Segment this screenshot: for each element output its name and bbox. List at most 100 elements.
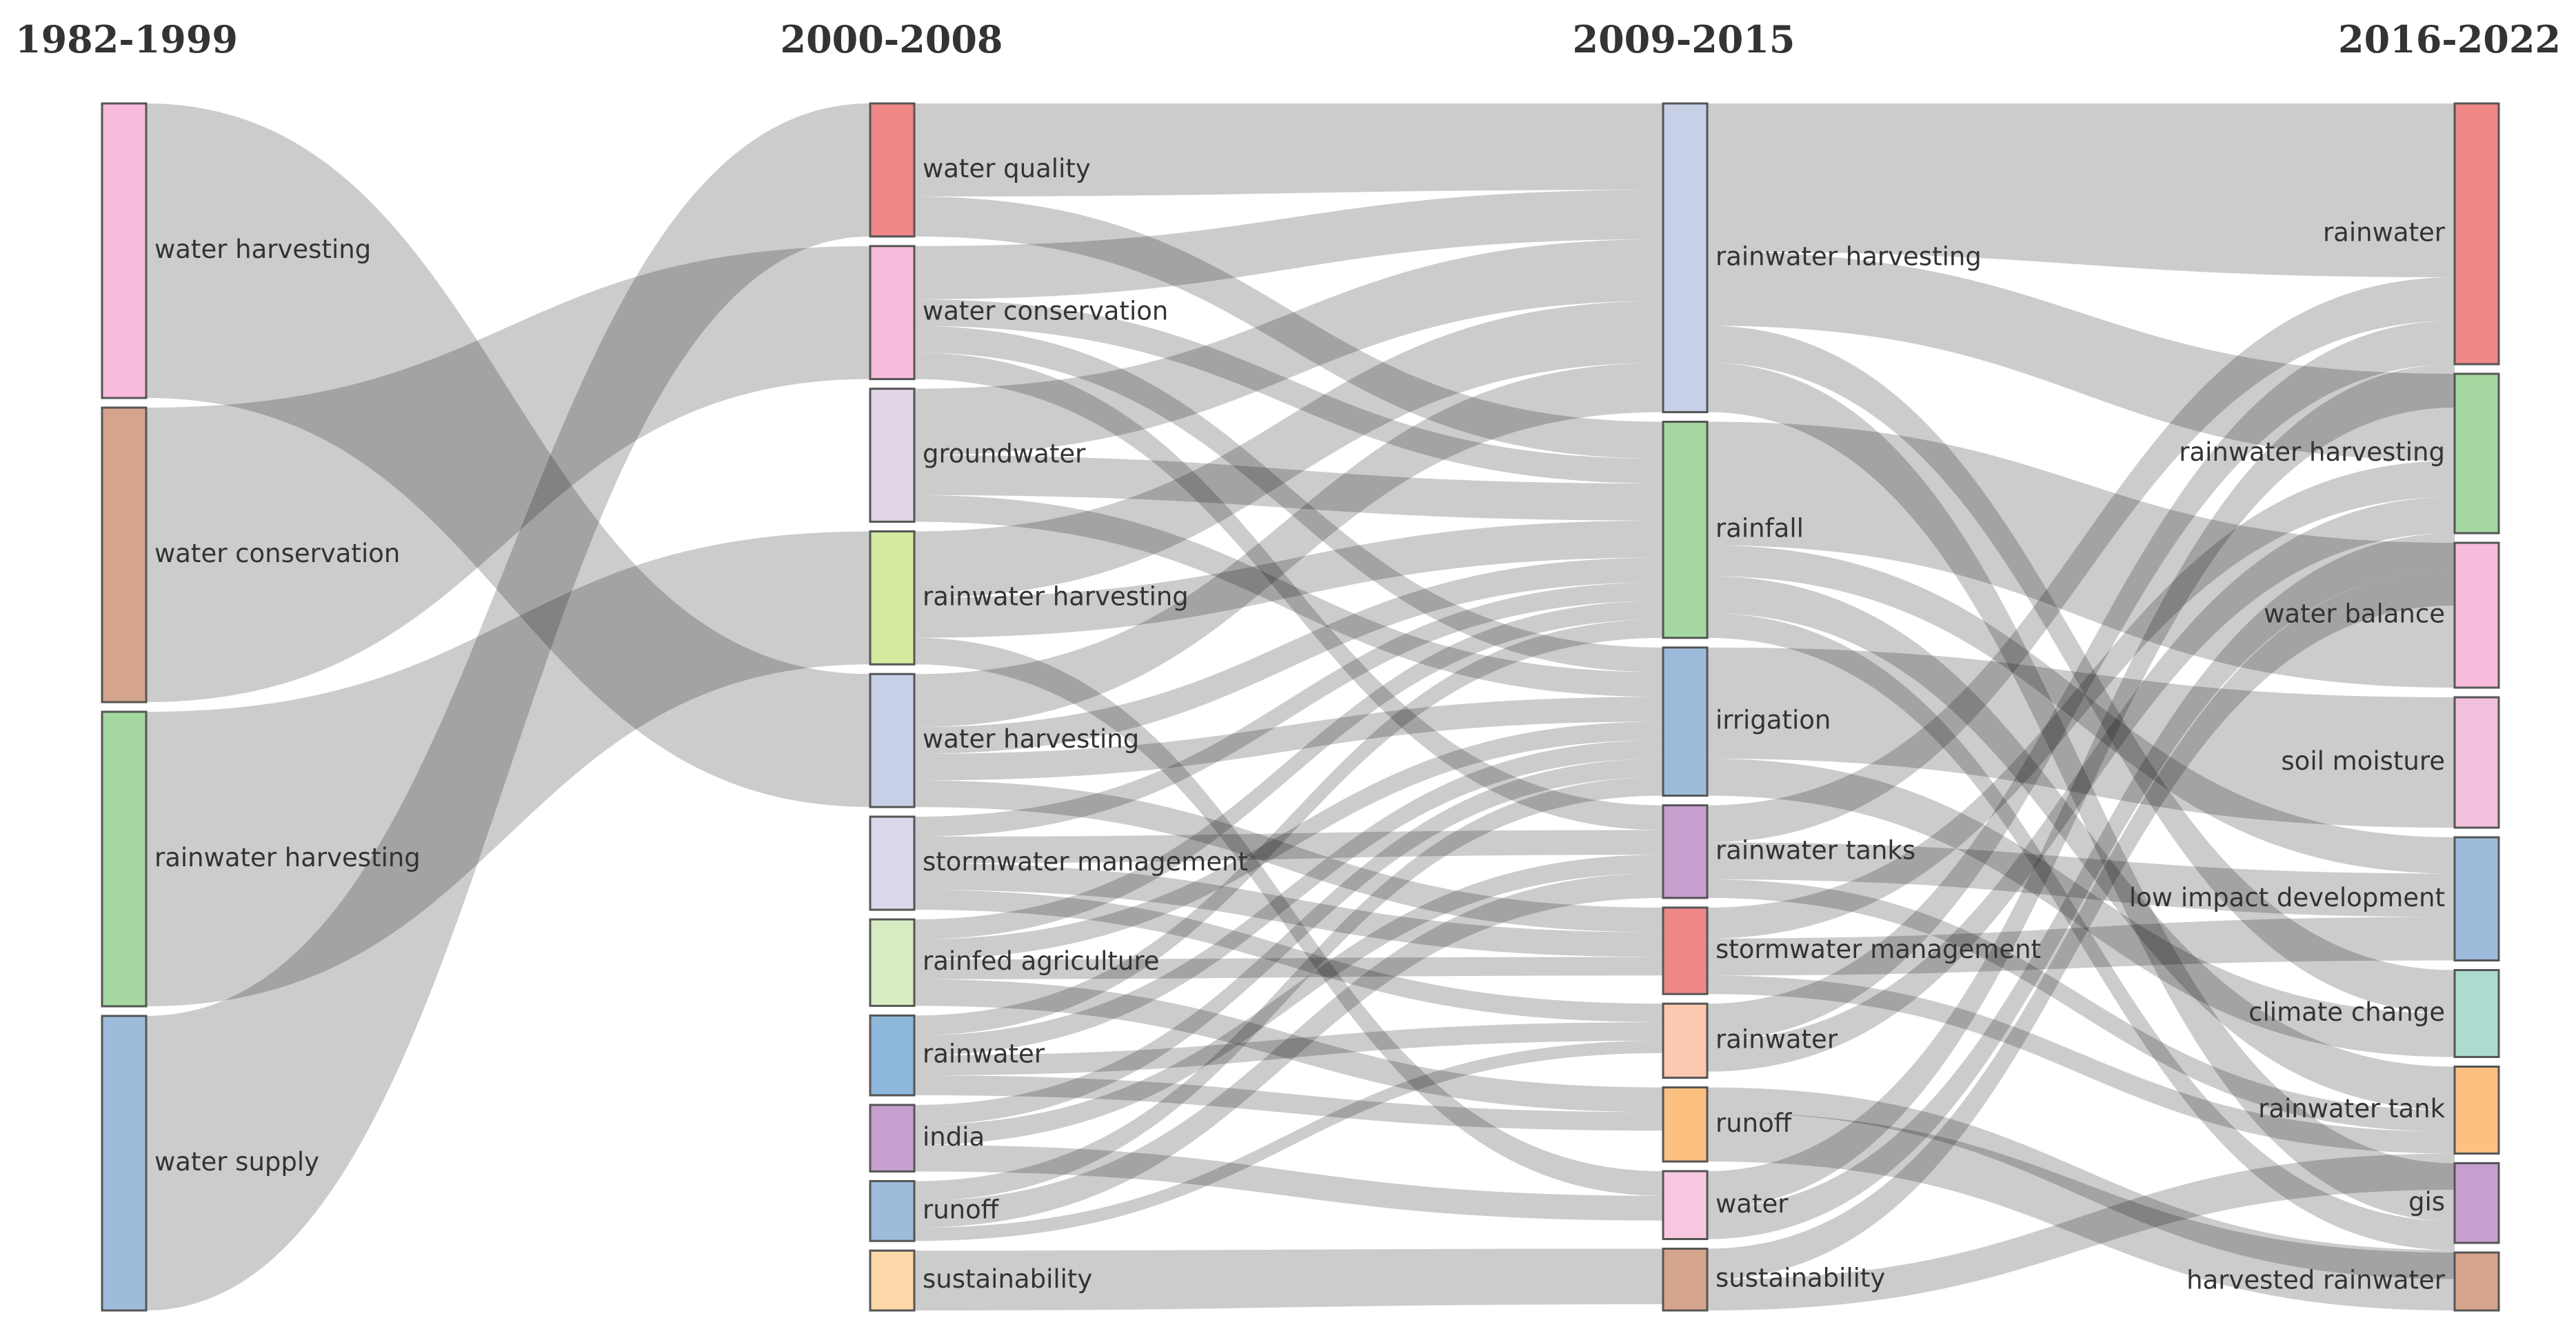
node-p2_stormwater_management: stormwater management — [869, 815, 1248, 911]
node-bar-p3_irrigation — [1662, 646, 1709, 797]
node-bar-p1_rainwater_harvesting — [101, 710, 148, 1008]
flow-p2_water_conservation-to-p3_rainwater_harvesting — [914, 190, 1663, 299]
flow-p1_rainwater_harvesting-to-p2_rainwater_harvesting — [146, 531, 870, 1006]
node-p2_rainfed_agriculture: rainfed agriculture — [869, 918, 1160, 1007]
node-bar-p2_rainwater — [869, 1014, 916, 1097]
node-label-p3_rainwater_tanks: rainwater tanks — [1715, 835, 1915, 865]
node-bar-p4_low_impact_development — [2453, 836, 2500, 961]
flow-p3_stormwater_management-to-p4_rainwater_harvesting — [1707, 461, 2455, 939]
flow-p2_water_quality-to-p3_rainwater_harvesting — [914, 103, 1663, 197]
flow-p2_water_harvesting-to-p3_rainwater_harvesting — [914, 362, 1663, 728]
node-p4_rainwater_tank: rainwater tank — [2258, 1066, 2500, 1155]
node-p2_rainwater_harvesting: rainwater harvesting — [869, 530, 1189, 666]
flow-p2_runoff-to-p3_rainwater_tanks — [914, 873, 1663, 1228]
node-p4_gis: gis — [2408, 1162, 2500, 1244]
node-p1_rainwater_harvesting: rainwater harvesting — [101, 710, 421, 1008]
flow-p3_rainfall-to-p4_rainwater_tank — [1707, 576, 2455, 1110]
node-bar-p2_stormwater_management — [869, 815, 916, 911]
node-label-p3_stormwater_management: stormwater management — [1715, 935, 2041, 964]
node-label-p2_rainwater_harvesting: rainwater harvesting — [923, 581, 1189, 611]
node-p3_runoff: runoff — [1662, 1086, 1793, 1163]
node-label-p3_sustainability: sustainability — [1715, 1264, 1885, 1293]
node-p1_water_supply: water supply — [101, 1015, 319, 1312]
node-label-p4_low_impact_development: low impact development — [2129, 883, 2445, 912]
flow-p2_india-to-p3_rainwater_tanks — [914, 855, 1663, 1145]
node-p2_water_quality: water quality — [869, 102, 1091, 238]
node-label-p2_runoff: runoff — [923, 1195, 1000, 1224]
node-bar-p2_runoff — [869, 1179, 916, 1242]
flow-p3_rainfall-to-p4_gis — [1707, 613, 2455, 1250]
flow-p1_water_conservation-to-p2_water_conservation — [146, 246, 870, 703]
node-label-p1_water_harvesting: water harvesting — [154, 235, 371, 264]
node-label-p2_water_harvesting: water harvesting — [923, 724, 1139, 754]
node-p2_water_harvesting: water harvesting — [869, 672, 1139, 808]
node-p3_water: water — [1662, 1170, 1789, 1240]
flow-p2_water_conservation-to-p3_irrigation — [914, 326, 1663, 672]
flow-p3_rainwater-to-p4_rainwater_harvesting — [1707, 497, 2455, 1072]
period-header-1: 1982-1999 — [15, 17, 238, 61]
flow-p3_rainwater_tanks-to-p4_low_impact_development — [1707, 842, 2455, 917]
node-p3_stormwater_management: stormwater management — [1662, 906, 2041, 995]
flow-p3_stormwater_management-to-p4_low_impact_development — [1707, 917, 2455, 976]
flow-p2_rainfed_agriculture-to-p3_irrigation — [914, 721, 1663, 959]
node-p3_rainwater: rainwater — [1662, 1002, 1838, 1079]
flow-p2_water_harvesting-to-p3_irrigation — [914, 697, 1663, 781]
node-bar-p2_rainfed_agriculture — [869, 918, 916, 1007]
node-label-p2_groundwater: groundwater — [923, 439, 1086, 469]
flow-p3_runoff-to-p4_harvested_rainwater — [1707, 1112, 2455, 1310]
flow-p3_stormwater_management-to-p4_rainwater_tank — [1707, 975, 2455, 1154]
flow-p3_rainwater_harvesting-to-p4_rainwater — [1707, 103, 2455, 277]
node-label-p4_rainwater_harvesting: rainwater harvesting — [2179, 437, 2445, 467]
node-label-p1_water_supply: water supply — [154, 1147, 319, 1177]
period-header-3: 2009-2015 — [1573, 17, 1795, 61]
node-label-p4_climate_change: climate change — [2248, 997, 2445, 1027]
node-p2_sustainability: sustainability — [869, 1249, 1092, 1312]
node-bar-p2_sustainability — [869, 1249, 916, 1312]
node-label-p2_water_conservation: water conservation — [923, 297, 1168, 326]
node-p4_rainwater: rainwater — [2323, 102, 2500, 366]
node-p4_harvested_rainwater: harvested rainwater — [2186, 1251, 2500, 1312]
node-p3_irrigation: irrigation — [1662, 646, 1831, 797]
flow-p2_water_conservation-to-p3_rainwater_tanks — [914, 352, 1663, 830]
node-label-p1_rainwater_harvesting: rainwater harvesting — [154, 843, 421, 872]
flow-p3_rainfall-to-p4_low_impact_development — [1707, 545, 2455, 874]
flow-p2_stormwater_management-to-p3_rainwater — [914, 890, 1663, 1023]
node-label-p4_gis: gis — [2408, 1187, 2445, 1217]
flow-p2_stormwater_management-to-p3_rainwater_tanks — [914, 830, 1663, 864]
node-p2_groundwater: groundwater — [869, 388, 1086, 523]
flow-p3_rainwater_harvesting-to-p4_climate_change — [1707, 326, 2455, 1014]
node-label-p3_runoff: runoff — [1715, 1108, 1793, 1138]
node-bar-p1_water_conservation — [101, 406, 148, 704]
node-bar-p3_sustainability — [1662, 1247, 1709, 1312]
node-p3_sustainability: sustainability — [1662, 1247, 1885, 1312]
node-p1_water_conservation: water conservation — [101, 406, 400, 704]
period-header-4: 2016-2022 — [2338, 17, 2561, 61]
node-label-p4_rainwater_tank: rainwater tank — [2258, 1094, 2445, 1124]
flow-p1_water_supply-to-p2_water_quality — [146, 103, 870, 1310]
node-p4_low_impact_development: low impact development — [2129, 836, 2500, 961]
node-bar-p3_runoff — [1662, 1086, 1709, 1163]
flow-p1_water_harvesting-to-p2_water_harvesting — [146, 103, 870, 808]
node-bar-p3_water — [1662, 1170, 1709, 1240]
flow-p2_rainwater_harvesting-to-p3_rainfall — [914, 520, 1663, 638]
node-bar-p4_rainwater_harvesting — [2453, 372, 2500, 535]
flow-p2_rainwater-to-p3_irrigation — [914, 740, 1663, 1056]
node-label-p2_stormwater_management: stormwater management — [923, 847, 1248, 877]
node-p4_soil_moisture: soil moisture — [2281, 696, 2500, 829]
node-label-p4_water_balance: water balance — [2264, 599, 2445, 629]
node-bar-p4_gis — [2453, 1162, 2500, 1244]
flow-p3_sustainability-to-p4_rainwater_tank — [1707, 1153, 2455, 1310]
flow-p3_water-to-p4_rainwater_harvesting — [1707, 533, 2455, 1239]
node-bar-p2_rainwater_harvesting — [869, 530, 916, 666]
flow-p2_groundwater-to-p3_rainfall — [914, 455, 1663, 521]
flow-p3_rainwater_harvesting-to-p4_gis — [1707, 362, 2455, 1221]
node-bar-p3_stormwater_management — [1662, 906, 1709, 995]
flow-p2_runoff-to-p3_rainwater — [914, 1040, 1663, 1241]
node-p4_water_balance: water balance — [2264, 541, 2500, 689]
node-bar-p4_rainwater_tank — [2453, 1066, 2500, 1155]
sankey-nodes: water harvesting water conservation rainwa… — [101, 102, 2500, 1312]
period-header-2: 2000-2008 — [781, 17, 1003, 61]
node-bar-p1_water_harvesting — [101, 102, 148, 399]
flow-p2_stormwater_management-to-p3_rainfall — [914, 582, 1663, 837]
